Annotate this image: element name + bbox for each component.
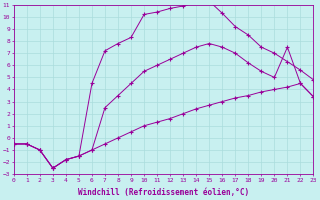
X-axis label: Windchill (Refroidissement éolien,°C): Windchill (Refroidissement éolien,°C) bbox=[78, 188, 249, 197]
